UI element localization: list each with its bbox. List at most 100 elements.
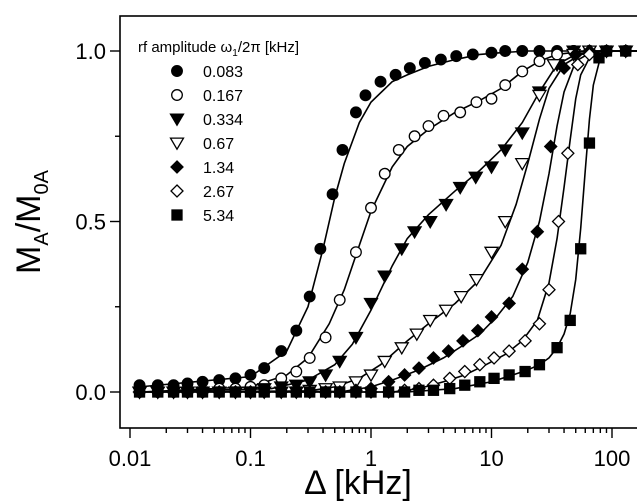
data-point-2.67 <box>457 364 472 379</box>
legend-marker-5.34 <box>171 209 183 221</box>
data-point-0.334 <box>514 127 530 141</box>
legend-label: 1.34 <box>203 160 234 177</box>
data-point-0.334 <box>483 161 500 175</box>
data-point-0.167 <box>485 92 498 105</box>
data-point-0.67 <box>514 158 530 171</box>
data-markers <box>131 44 634 400</box>
legend-marker-1.34 <box>170 160 184 174</box>
data-point-1.34 <box>412 361 426 376</box>
data-point-0.67 <box>348 376 364 390</box>
data-point-1.34 <box>557 61 571 75</box>
legend-marker-0.67 <box>169 137 185 151</box>
data-point-0.167 <box>437 109 450 122</box>
data-point-0.083 <box>450 50 463 63</box>
x-tick-label: 0.01 <box>109 446 152 471</box>
x-tick-label: 10 <box>479 446 503 471</box>
data-point-1.34 <box>470 323 485 338</box>
data-point-0.334 <box>317 369 334 383</box>
data-point-0.083 <box>533 45 546 57</box>
data-point-0.67 <box>468 273 485 287</box>
data-point-0.334 <box>452 181 468 195</box>
data-point-0.67 <box>377 355 393 369</box>
data-point-2.67 <box>442 371 457 386</box>
data-point-5.34 <box>244 386 257 398</box>
data-point-0.083 <box>275 345 288 358</box>
data-point-5.34 <box>290 386 302 398</box>
data-point-5.34 <box>620 45 632 57</box>
data-point-5.34 <box>474 376 486 388</box>
legend-label: 2.67 <box>203 184 234 201</box>
data-point-0.167 <box>290 365 303 378</box>
data-point-0.083 <box>434 53 447 66</box>
data-point-2.67 <box>502 344 517 358</box>
data-point-5.34 <box>583 137 596 149</box>
data-point-0.167 <box>333 293 346 306</box>
data-point-2.67 <box>560 146 575 161</box>
data-point-2.67 <box>551 214 566 229</box>
legend-marker-2.67 <box>170 184 184 198</box>
data-point-5.34 <box>167 386 180 398</box>
data-point-5.34 <box>350 386 362 398</box>
legend-label: 0.083 <box>203 64 243 81</box>
data-point-5.34 <box>258 386 270 398</box>
data-point-0.67 <box>483 246 500 260</box>
data-point-0.083 <box>244 369 257 381</box>
x-tick-label: 0.1 <box>235 446 266 471</box>
data-point-0.167 <box>470 96 483 109</box>
y-tick-label: 0.0 <box>75 380 106 405</box>
data-point-0.083 <box>303 290 316 303</box>
data-point-0.334 <box>348 331 364 345</box>
data-point-5.34 <box>398 386 411 398</box>
data-point-0.334 <box>332 355 348 369</box>
data-point-5.34 <box>593 52 605 64</box>
data-point-0.083 <box>359 89 372 102</box>
data-point-0.083 <box>349 106 362 119</box>
data-point-0.334 <box>363 297 379 311</box>
data-point-0.334 <box>422 215 438 229</box>
legend-marker-0.334 <box>169 113 185 127</box>
data-point-0.167 <box>551 48 564 61</box>
data-point-0.334 <box>438 198 454 212</box>
data-point-0.083 <box>389 68 402 81</box>
legend-items: 0.083 0.167 0.334 0.67 1.34 2.67 5.34 <box>169 64 243 225</box>
data-point-5.34 <box>427 384 440 396</box>
data-point-0.083 <box>290 324 303 337</box>
legend: rf amplitude ω1/2π [kHz] 0.083 0.167 0.334… <box>138 39 299 225</box>
data-point-1.34 <box>456 333 470 348</box>
data-point-0.167 <box>499 79 512 92</box>
data-point-5.34 <box>459 379 471 391</box>
data-point-0.67 <box>531 89 548 103</box>
data-point-0.334 <box>497 144 513 158</box>
data-point-1.34 <box>397 368 412 382</box>
legend-label: 0.334 <box>203 112 243 129</box>
data-point-5.34 <box>519 365 531 378</box>
data-point-0.167 <box>454 106 467 119</box>
data-point-0.334 <box>406 226 423 240</box>
data-point-0.167 <box>533 55 546 68</box>
data-point-0.083 <box>466 48 479 61</box>
data-point-0.167 <box>378 167 391 180</box>
legend-label: 5.34 <box>203 208 234 225</box>
data-point-0.167 <box>408 130 421 143</box>
data-point-0.083 <box>516 45 529 57</box>
data-point-5.34 <box>564 314 576 327</box>
data-point-2.67 <box>570 57 585 72</box>
legend-marker-0.167 <box>171 89 183 101</box>
data-point-5.34 <box>444 382 456 395</box>
data-point-0.67 <box>453 290 469 304</box>
data-point-1.34 <box>426 350 441 365</box>
x-tick-label: 100 <box>594 446 631 471</box>
data-point-0.167 <box>422 120 435 132</box>
data-point-0.083 <box>374 75 387 88</box>
data-point-0.67 <box>394 342 410 356</box>
y-tick-label: 1.0 <box>75 39 106 64</box>
data-point-0.083 <box>418 56 431 69</box>
data-point-2.67 <box>532 316 547 331</box>
data-point-5.34 <box>181 386 194 398</box>
data-point-2.67 <box>472 357 487 372</box>
data-point-1.34 <box>441 344 456 358</box>
data-point-0.67 <box>422 314 438 328</box>
data-point-0.083 <box>485 46 498 59</box>
data-point-5.34 <box>319 386 332 398</box>
data-point-0.67 <box>363 369 379 383</box>
